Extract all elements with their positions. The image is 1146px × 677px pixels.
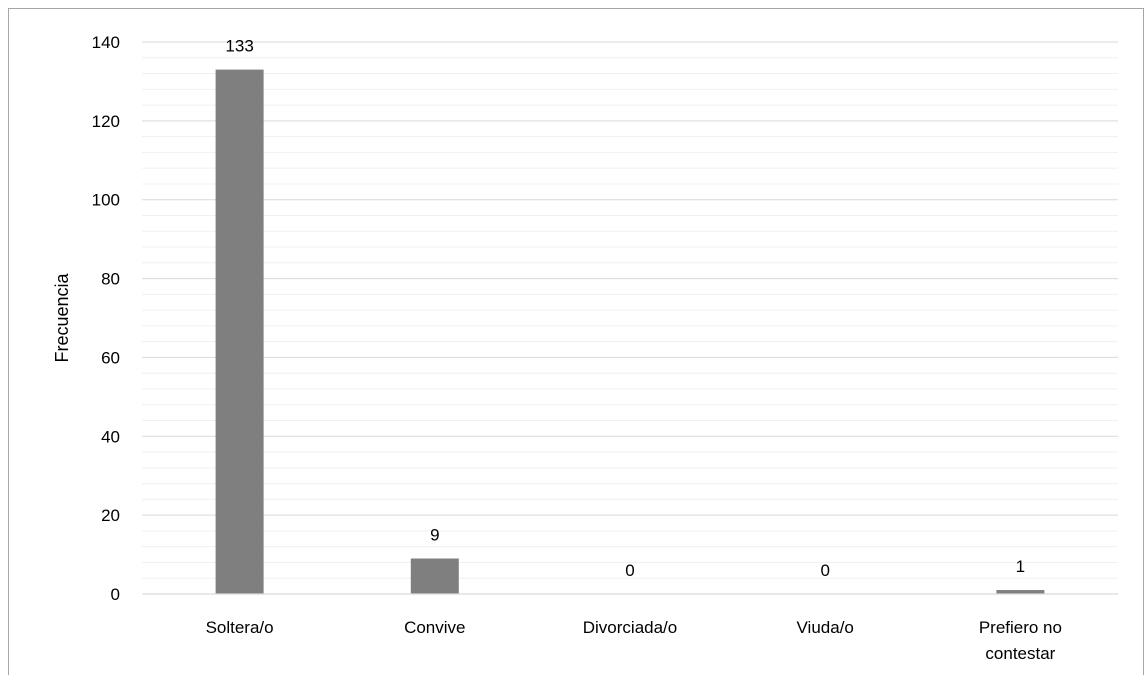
y-tick-label: 20 bbox=[101, 506, 120, 525]
y-tick-label: 100 bbox=[92, 191, 120, 210]
x-tick-label: Divorciada/o bbox=[583, 618, 678, 637]
bar bbox=[215, 69, 264, 595]
x-tick-label: Prefiero no bbox=[979, 618, 1062, 637]
bar bbox=[410, 558, 459, 594]
y-tick-label: 0 bbox=[111, 585, 120, 604]
x-tick-label: Viuda/o bbox=[797, 618, 854, 637]
data-label: 0 bbox=[625, 561, 634, 580]
x-tick-label: Convive bbox=[404, 618, 465, 637]
data-label: 1 bbox=[1016, 557, 1025, 576]
y-tick-label: 40 bbox=[101, 427, 120, 446]
x-tick-label: contestar bbox=[985, 644, 1055, 663]
y-tick-label: 80 bbox=[101, 270, 120, 289]
data-label: 0 bbox=[820, 561, 829, 580]
y-axis-title: Frecuencia bbox=[52, 272, 72, 362]
y-tick-label: 60 bbox=[101, 348, 120, 367]
y-tick-label: 120 bbox=[92, 112, 120, 131]
bar bbox=[996, 590, 1045, 594]
x-tick-label: Soltera/o bbox=[206, 618, 274, 637]
data-label: 133 bbox=[225, 37, 253, 56]
data-label: 9 bbox=[430, 526, 439, 545]
y-tick-label: 140 bbox=[92, 33, 120, 52]
